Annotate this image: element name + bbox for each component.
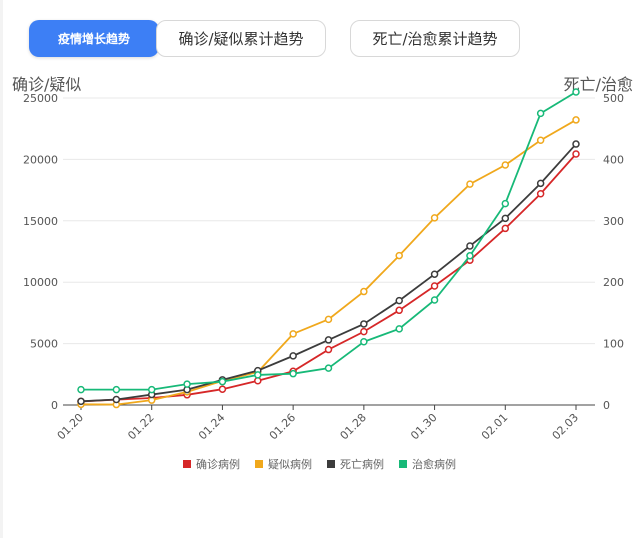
y-right-tick-label: 300 [603, 215, 624, 228]
data-point [324, 345, 333, 354]
data-point [289, 330, 297, 338]
y-right-tick-label: 500 [603, 92, 624, 105]
y-right-tick-label: 200 [603, 276, 624, 289]
data-point [77, 397, 85, 406]
x-tick-label: 02.01 [479, 411, 510, 442]
data-point [360, 338, 368, 346]
tab-death-cured-trend[interactable]: 死亡/治愈累计趋势 [350, 20, 520, 57]
series-line [80, 153, 577, 403]
data-point [572, 150, 580, 158]
data-point [536, 109, 545, 118]
tab-confirmed-suspected-trend[interactable]: 确诊/疑似累计趋势 [156, 20, 326, 57]
y-left-tick-label: 15000 [23, 215, 58, 228]
legend-label: 疑似病例 [268, 457, 312, 471]
data-point [430, 270, 439, 278]
data-point [360, 287, 368, 296]
data-point [360, 320, 368, 328]
x-tick-label: 01.26 [267, 411, 298, 442]
y-right-tick-label: 100 [603, 338, 624, 351]
data-point [572, 88, 580, 96]
data-point [536, 136, 545, 145]
data-point [77, 385, 85, 394]
data-point [289, 352, 297, 360]
data-point [501, 224, 510, 233]
data-point [430, 296, 439, 304]
data-point [324, 336, 333, 344]
data-point [466, 180, 474, 188]
series-line [81, 91, 577, 391]
data-point [536, 189, 545, 198]
x-tick-label: 02.03 [550, 411, 581, 442]
x-tick-label: 01.24 [196, 411, 227, 442]
x-tick-label: 01.22 [125, 411, 156, 442]
y-left-tick-label: 10000 [23, 276, 58, 289]
y-left-tick-label: 5000 [30, 338, 58, 351]
data-point [289, 369, 297, 378]
data-point [218, 385, 227, 393]
legend-swatch [399, 460, 407, 468]
y-left-tick-label: 25000 [23, 92, 58, 105]
tab-growth-trend[interactable]: 疫情增长趋势 [29, 20, 159, 57]
data-point [395, 306, 403, 315]
data-point [218, 377, 227, 386]
data-point [572, 140, 580, 148]
y-right-tick-label: 0 [603, 399, 610, 412]
data-point [501, 161, 510, 169]
x-tick-label: 01.28 [338, 411, 369, 442]
data-point [324, 364, 333, 372]
data-point [466, 252, 474, 260]
legend-label: 死亡病例 [340, 457, 384, 471]
data-point [112, 385, 121, 394]
y-axis-right-title: 死亡/治愈 [563, 75, 633, 94]
data-point [395, 296, 403, 305]
x-tick-label: 01.30 [408, 411, 439, 442]
data-point [395, 325, 403, 333]
data-point [254, 371, 262, 379]
data-point [501, 199, 510, 208]
legend-label: 治愈病例 [412, 457, 456, 471]
legend-label: 确诊病例 [196, 457, 240, 471]
y-left-tick-label: 0 [51, 399, 58, 412]
data-point [183, 380, 191, 388]
data-point [430, 282, 439, 290]
data-point [466, 242, 474, 250]
y-axis-left-title: 确诊/疑似 [12, 75, 82, 94]
x-tick-label: 01.20 [55, 411, 86, 442]
left-edge-strip [0, 0, 3, 538]
legend-swatch [255, 460, 263, 468]
y-right-tick-label: 400 [603, 153, 624, 166]
data-point [112, 395, 121, 404]
data-point [395, 251, 403, 260]
y-left-tick-label: 20000 [23, 153, 58, 166]
data-point [360, 327, 368, 336]
data-point [430, 214, 439, 222]
legend-swatch [183, 460, 191, 468]
data-point [572, 116, 580, 124]
data-point [324, 315, 333, 324]
data-point [536, 179, 545, 188]
data-point [147, 385, 156, 394]
legend-swatch [327, 460, 335, 468]
series-line [80, 119, 577, 406]
data-point [501, 214, 510, 223]
series-line [80, 143, 577, 403]
